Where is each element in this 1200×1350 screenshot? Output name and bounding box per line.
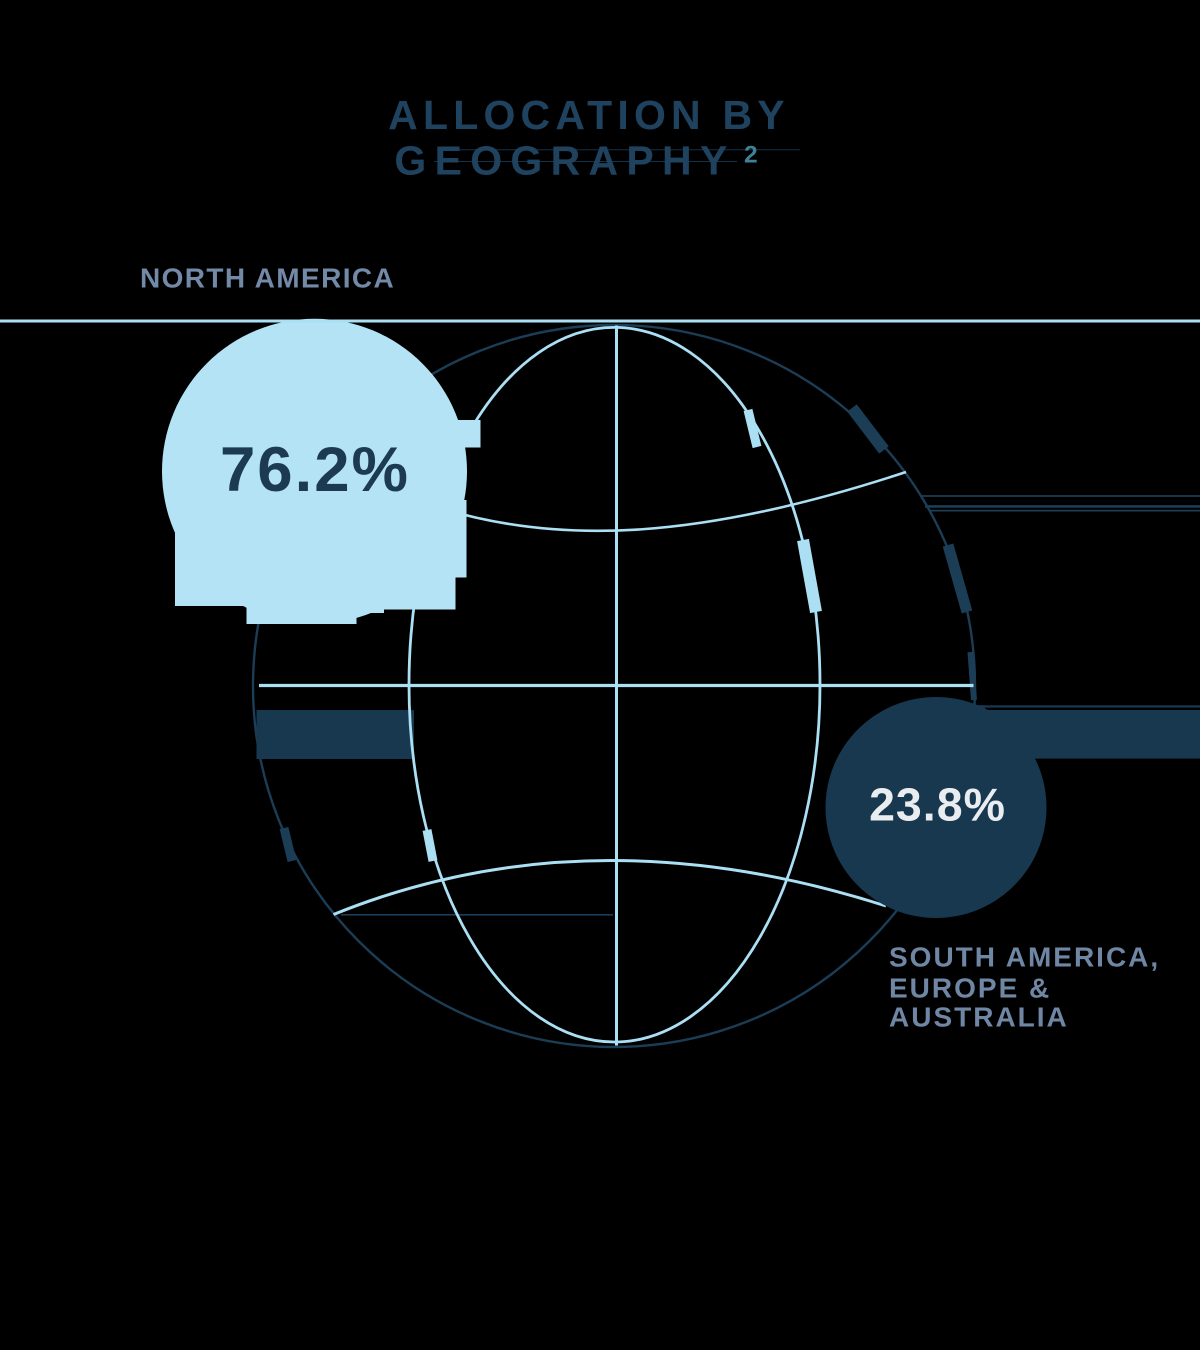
svg-text:NORTH AMERICA: NORTH AMERICA	[140, 263, 395, 294]
svg-text:SOUTH AMERICA,: SOUTH AMERICA,	[889, 942, 1160, 973]
svg-text:GEOGRAPHY: GEOGRAPHY	[394, 138, 735, 184]
svg-text:2: 2	[744, 142, 758, 169]
svg-text:AUSTRALIA: AUSTRALIA	[889, 1002, 1069, 1033]
svg-text:EUROPE &: EUROPE &	[889, 972, 1051, 1003]
svg-text:76.2%: 76.2%	[220, 435, 410, 505]
svg-text:ALLOCATION BY: ALLOCATION BY	[388, 92, 790, 138]
svg-text:23.8%: 23.8%	[869, 778, 1006, 830]
